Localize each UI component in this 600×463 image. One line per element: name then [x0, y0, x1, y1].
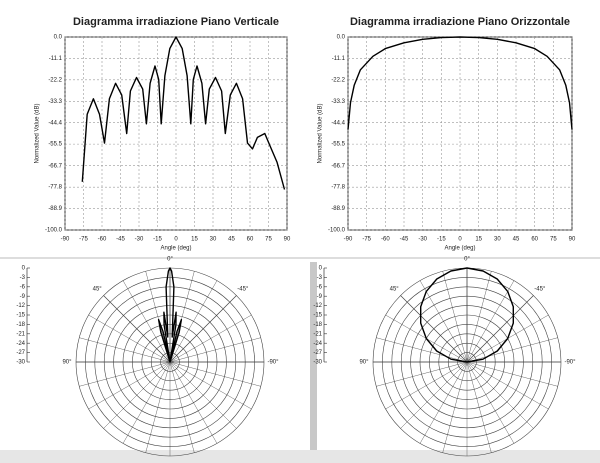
x-tick-label: 45 [228, 237, 235, 243]
radial-tick-label: -12 [16, 303, 25, 309]
x-tick-label: 0 [174, 237, 178, 243]
chart-title: Diagramma irradiazione Piano Orizzontale [350, 16, 570, 28]
y-tick-label: -44.4 [48, 120, 62, 126]
x-tick-label: -30 [418, 237, 427, 243]
radial-tick-label: -30 [16, 360, 25, 366]
radial-tick-label: -3 [317, 275, 323, 281]
grid-spoke [466, 295, 534, 363]
radial-tick-label: -27 [313, 350, 322, 356]
x-axis-title: Angle (deg) [444, 246, 475, 252]
x-tick-label: -90 [344, 237, 353, 243]
y-tick-label: -11.1 [49, 56, 63, 62]
pattern-line [81, 36, 286, 190]
x-tick-label: -15 [153, 237, 162, 243]
angle-label: 0° [167, 257, 173, 263]
y-tick-label: 0.0 [54, 35, 63, 41]
angle-label: -90° [564, 360, 576, 366]
x-tick-label: 45 [513, 237, 520, 243]
y-axis-title: Normalized Value (dB) [318, 104, 324, 164]
x-tick-label: 75 [265, 237, 272, 243]
radial-tick-label: -12 [313, 303, 322, 309]
y-tick-label: -66.7 [48, 163, 62, 169]
radial-tick-label: -24 [16, 341, 25, 347]
splitter [310, 262, 317, 463]
angle-label: 0° [464, 257, 470, 263]
radial-tick-label: -15 [16, 313, 25, 319]
y-tick-label: -77.8 [48, 185, 62, 191]
grid-spoke [169, 295, 237, 363]
x-tick-label: 75 [550, 237, 557, 243]
status-strip [0, 450, 600, 463]
x-tick-label: 30 [494, 237, 501, 243]
polar-pattern [157, 267, 183, 363]
y-tick-label: -55.5 [331, 142, 345, 148]
radial-tick-label: -6 [20, 284, 26, 290]
x-tick-label: -60 [381, 237, 390, 243]
y-tick-label: -88.9 [48, 206, 62, 212]
y-tick-label: -66.7 [331, 163, 345, 169]
y-tick-label: -77.8 [331, 185, 345, 191]
x-tick-label: 60 [531, 237, 538, 243]
pattern-line [347, 36, 573, 130]
y-tick-label: -22.2 [331, 77, 345, 83]
radial-tick-label: -21 [16, 331, 25, 337]
x-tick-label: -90 [61, 237, 70, 243]
y-tick-label: 0.0 [337, 35, 346, 41]
angle-label: 90° [62, 360, 72, 366]
y-tick-label: -55.5 [48, 142, 62, 148]
radial-tick-label: -27 [16, 350, 25, 356]
radial-tick-label: -9 [20, 294, 26, 300]
y-tick-label: -100.0 [45, 228, 63, 234]
chart-title: Diagramma irradiazione Piano Verticale [73, 16, 279, 28]
radial-tick-label: -24 [313, 341, 322, 347]
x-axis-title: Angle (deg) [160, 246, 191, 252]
radial-tick-label: -18 [16, 322, 25, 328]
x-tick-label: -60 [98, 237, 107, 243]
radial-tick-label: -15 [313, 313, 322, 319]
angle-label: -90° [267, 360, 279, 366]
x-tick-label: 90 [284, 237, 291, 243]
x-tick-label: -75 [79, 237, 88, 243]
radial-tick-label: -21 [313, 331, 322, 337]
angle-label: 45° [93, 287, 103, 293]
angle-label: -45° [534, 287, 546, 293]
angle-label: 90° [359, 360, 369, 366]
y-tick-label: -22.2 [48, 77, 62, 83]
x-tick-label: -45 [400, 237, 409, 243]
x-tick-label: -30 [135, 237, 144, 243]
y-tick-label: -11.1 [332, 56, 346, 62]
radial-tick-label: -3 [20, 275, 26, 281]
grid-spoke [400, 295, 468, 363]
x-tick-label: -75 [362, 237, 371, 243]
radial-tick-label: 0 [22, 266, 26, 272]
polar-pattern [420, 267, 514, 363]
radial-tick-label: -18 [313, 322, 322, 328]
radial-tick-label: 0 [319, 266, 323, 272]
x-tick-label: -45 [116, 237, 125, 243]
x-tick-label: 90 [569, 237, 576, 243]
y-tick-label: -88.9 [331, 206, 345, 212]
y-tick-label: -100.0 [328, 228, 346, 234]
x-tick-label: 15 [191, 237, 198, 243]
radial-tick-label: -6 [317, 284, 323, 290]
x-tick-label: 15 [475, 237, 482, 243]
x-tick-label: 30 [210, 237, 217, 243]
y-tick-label: -33.3 [331, 99, 345, 105]
angle-label: -45° [237, 287, 249, 293]
x-tick-label: 0 [458, 237, 462, 243]
x-tick-label: -15 [437, 237, 446, 243]
y-tick-label: -33.3 [48, 99, 62, 105]
grid-spoke [103, 295, 171, 363]
y-axis-title: Normalized Value (dB) [35, 104, 41, 164]
angle-label: 45° [390, 287, 400, 293]
x-tick-label: 60 [247, 237, 254, 243]
radial-tick-label: -30 [313, 360, 322, 366]
radial-tick-label: -9 [317, 294, 323, 300]
y-tick-label: -44.4 [331, 120, 345, 126]
